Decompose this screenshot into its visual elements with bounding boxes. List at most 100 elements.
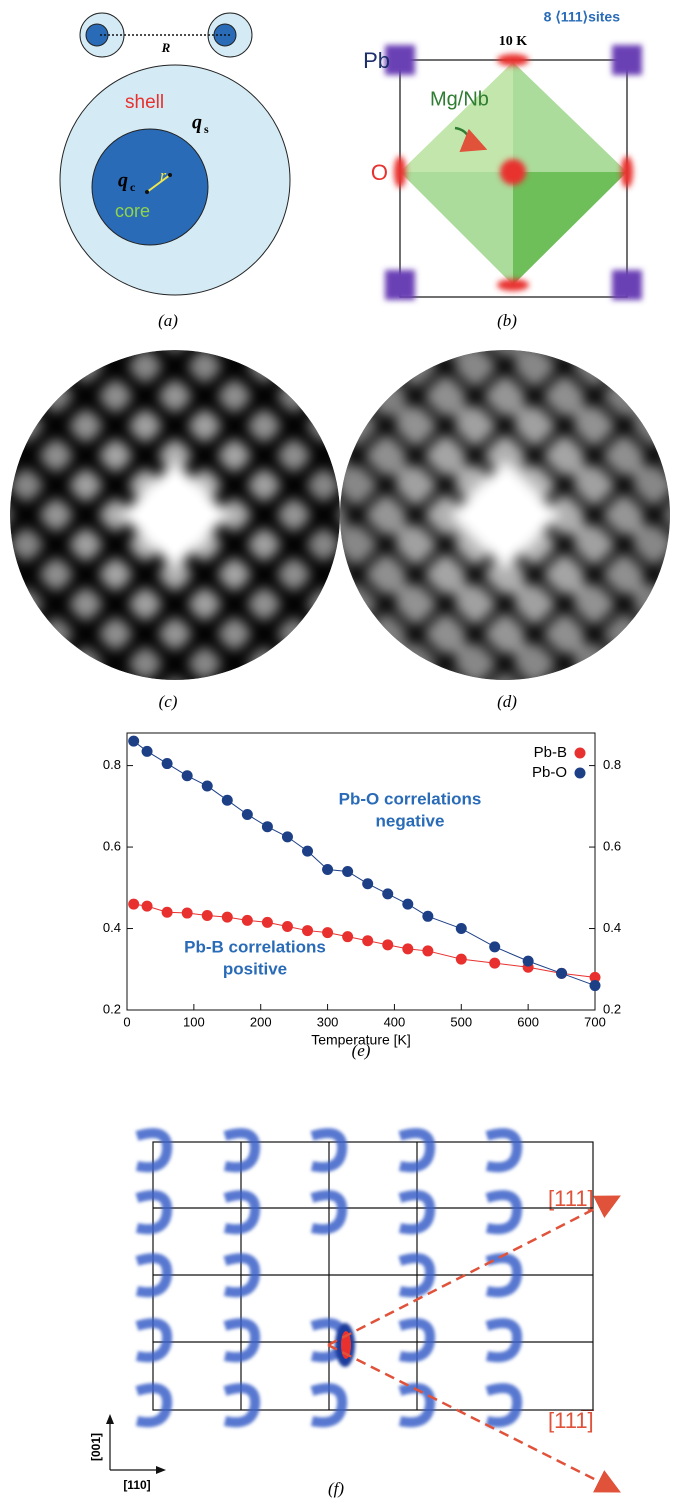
core-circle	[91, 128, 209, 246]
blob	[454, 642, 497, 680]
bridge	[625, 350, 654, 367]
pointer	[454, 126, 488, 153]
y2-tick-label: 0.2	[603, 1001, 621, 1016]
blob	[99, 350, 133, 354]
x-tick-label: 200	[250, 1014, 272, 1029]
blob	[223, 1253, 261, 1298]
y2-tick-label: 0.4	[603, 920, 621, 935]
point	[489, 957, 501, 969]
point	[221, 794, 233, 806]
blob	[69, 409, 103, 443]
point	[362, 935, 374, 947]
bridge	[566, 695, 594, 723]
blob	[310, 1128, 348, 1173]
blob	[513, 642, 556, 680]
blob	[217, 676, 251, 680]
blob	[158, 557, 192, 591]
legend-label: Pb-O	[532, 764, 567, 781]
axis-label: [110]	[123, 1478, 150, 1492]
caption: (f)	[328, 1479, 344, 1498]
point	[281, 920, 293, 932]
blob	[126, 762, 166, 802]
blob	[69, 468, 103, 502]
y-tick-label: 0.6	[103, 838, 121, 853]
blob	[307, 528, 340, 562]
point	[302, 845, 314, 857]
point	[589, 980, 601, 992]
blob	[188, 587, 222, 621]
caption: (e)	[352, 1041, 371, 1060]
blob	[603, 672, 645, 680]
blob	[485, 1318, 523, 1363]
r-label: R	[161, 40, 171, 55]
blob	[223, 1128, 261, 1173]
sites-label: 8 ⟨111⟩sites	[544, 9, 621, 25]
annotation: negative	[376, 811, 445, 830]
blob	[307, 647, 340, 680]
bridge	[447, 754, 475, 782]
point	[261, 916, 273, 928]
blob	[395, 583, 437, 625]
point	[322, 863, 334, 875]
blob	[10, 557, 14, 591]
blob	[99, 439, 133, 473]
blob	[603, 350, 645, 358]
grid-frame	[152, 1141, 594, 1411]
blob	[570, 283, 618, 331]
point	[261, 821, 273, 833]
blob	[69, 528, 103, 562]
x-tick-label: 700	[584, 1014, 606, 1029]
blob	[307, 468, 340, 502]
point	[342, 866, 354, 877]
bridge	[340, 397, 357, 426]
blob	[135, 1128, 173, 1173]
blob	[307, 350, 340, 383]
x-tick-label: 500	[450, 1014, 472, 1029]
blob	[39, 676, 73, 680]
r-vector	[146, 174, 171, 193]
axis-label: [001]	[89, 1433, 103, 1461]
blob	[155, 792, 195, 832]
blob	[223, 1318, 261, 1363]
y-tick-label: 0.2	[103, 1001, 121, 1016]
dot	[168, 173, 172, 177]
panel-d-image	[340, 279, 670, 782]
point	[128, 735, 140, 747]
blob	[99, 617, 133, 651]
point	[181, 770, 193, 782]
blob	[485, 1253, 523, 1298]
panel-a: R shell q s q c r core (a)	[59, 12, 291, 330]
direction-label: [111̅]	[548, 1408, 595, 1433]
blob	[365, 672, 407, 680]
blob	[398, 1318, 436, 1363]
caption: (a)	[158, 311, 178, 330]
blob	[340, 350, 378, 388]
bridge	[447, 279, 475, 307]
direction-label: [111]	[548, 1186, 594, 1211]
center	[451, 461, 559, 569]
blob	[662, 613, 670, 655]
blob	[39, 350, 73, 354]
blob	[336, 379, 340, 413]
blob	[217, 379, 251, 413]
point	[455, 923, 467, 935]
r-symbol: r	[160, 168, 167, 185]
blob	[481, 729, 529, 777]
blob	[422, 729, 470, 777]
blob	[39, 439, 73, 473]
legend-marker	[574, 747, 586, 759]
blob	[39, 557, 73, 591]
face	[400, 62, 513, 172]
point	[362, 878, 374, 890]
blob	[10, 617, 14, 651]
blob	[99, 379, 133, 413]
blob	[215, 733, 255, 773]
blob	[632, 642, 670, 680]
point	[522, 955, 534, 967]
blob	[188, 647, 222, 680]
blob	[395, 523, 437, 566]
point	[302, 925, 314, 937]
blob	[10, 379, 14, 413]
bridge	[340, 635, 357, 664]
blob	[395, 405, 437, 447]
